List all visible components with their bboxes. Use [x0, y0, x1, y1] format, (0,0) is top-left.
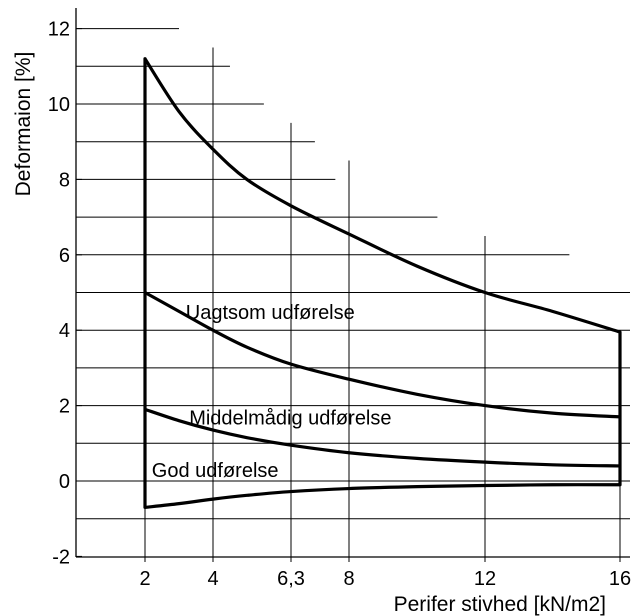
x-axis-title: Perifer stivhed [kN/m2] [394, 593, 606, 616]
y-tick-label: -2 [52, 546, 70, 568]
y-axis-title: Deformaion [%] [12, 52, 35, 197]
region-label: God udførelse [152, 460, 279, 482]
tick-labels: -2 0 2 4 6 8 10 12 2 4 6,3 8 12 16 [48, 19, 631, 590]
gridlines [76, 28, 630, 557]
x-tick-label: 4 [207, 568, 218, 590]
x-tick-label: 16 [609, 568, 631, 590]
y-tick-label: 2 [59, 396, 70, 418]
series-curve-1 [143, 57, 621, 334]
y-tick-label: 12 [48, 19, 70, 41]
y-tick-label: 10 [48, 94, 70, 116]
axes [75, 8, 630, 562]
y-tick-label: 6 [59, 245, 70, 267]
x-tick-label: 6,3 [277, 568, 305, 590]
region-labels: Uagtsom udførelse Middelmådig udførelse Go… [152, 302, 392, 482]
series-curve-2 [144, 291, 621, 419]
region-label: Uagtsom udførelse [186, 302, 355, 324]
series-curve-3 [144, 407, 621, 468]
region-label: Middelmådig udførelse [189, 407, 391, 429]
y-tick-label: 8 [59, 169, 70, 191]
y-tick-label: 4 [59, 320, 70, 342]
x-tick-label: 12 [474, 568, 496, 590]
series-curve-4 [144, 483, 621, 509]
series-lines [143, 57, 622, 509]
x-tick-label: 2 [139, 568, 150, 590]
x-tick-label: 8 [343, 568, 354, 590]
y-tick-label: 0 [59, 471, 70, 493]
